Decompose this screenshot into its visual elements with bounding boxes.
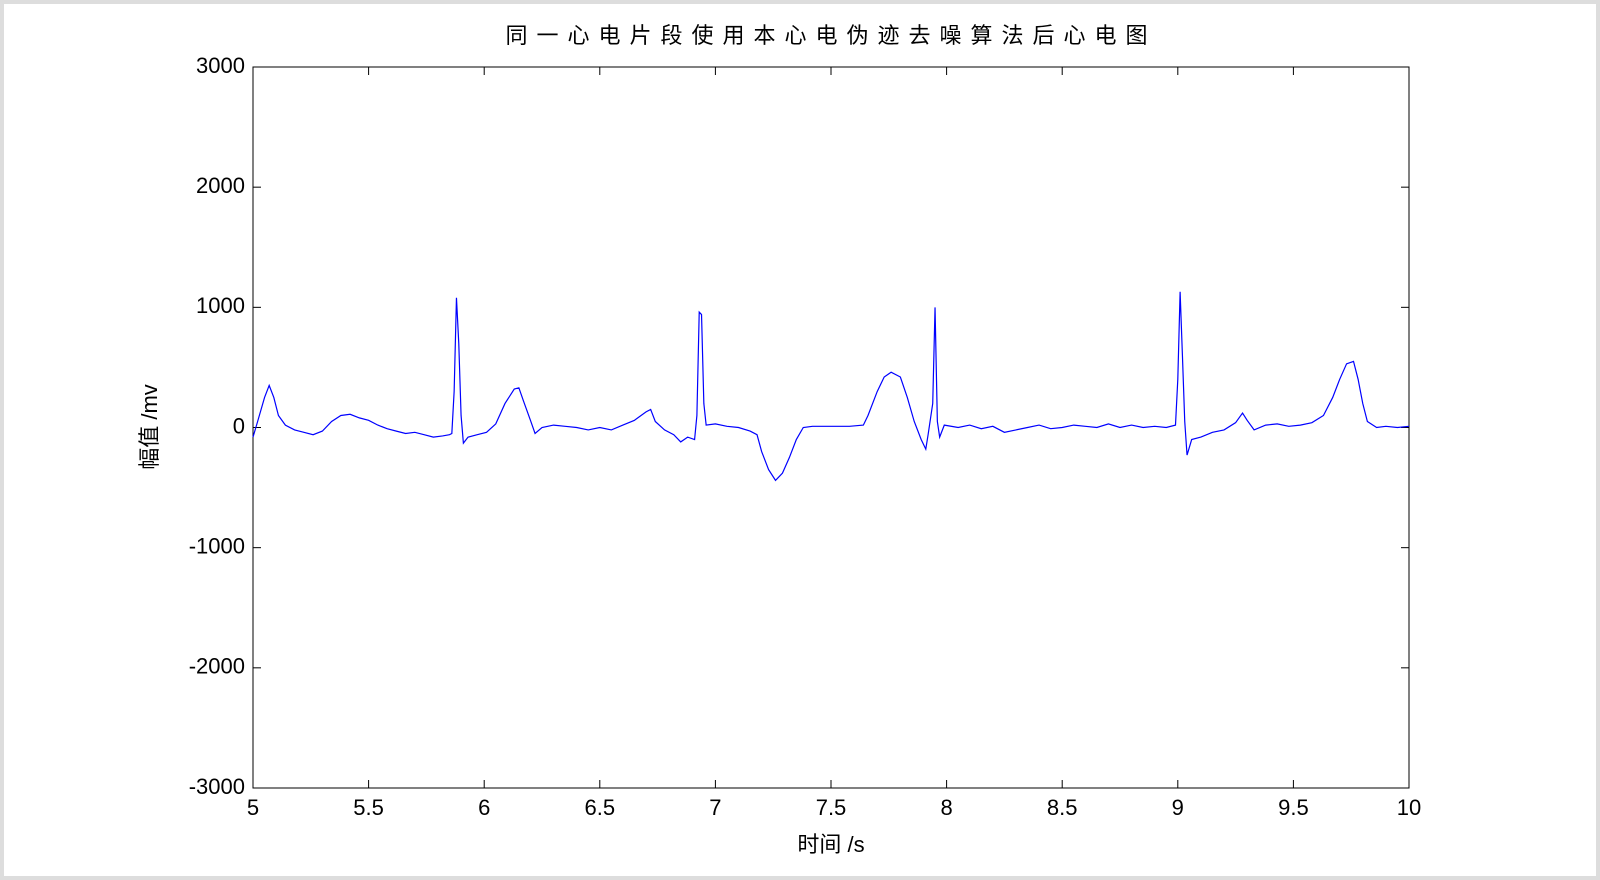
x-axis-label: 时间 /s bbox=[797, 832, 864, 857]
y-tick-label: 2000 bbox=[196, 173, 245, 198]
x-tick-label: 6.5 bbox=[585, 795, 616, 820]
x-tick-label: 5 bbox=[247, 795, 259, 820]
x-tick-label: 9 bbox=[1172, 795, 1184, 820]
plot-area bbox=[252, 66, 1410, 789]
x-tick-label: 8 bbox=[940, 795, 952, 820]
ecg-line bbox=[252, 291, 1410, 482]
y-tick-label: -3000 bbox=[189, 774, 245, 799]
chart-title: 同一心电片段使用本心电伪迹去噪算法后心电图 bbox=[505, 23, 1156, 48]
x-tick-label: 8.5 bbox=[1047, 795, 1078, 820]
x-tick-label: 9.5 bbox=[1278, 795, 1309, 820]
x-tick-label: 7.5 bbox=[816, 795, 847, 820]
x-tick-label: 6 bbox=[478, 795, 490, 820]
x-tick-label: 10 bbox=[1397, 795, 1421, 820]
y-axis-label: 幅值 /mv bbox=[137, 384, 162, 470]
y-tick-label: 0 bbox=[233, 413, 245, 438]
y-tick-label: -1000 bbox=[189, 533, 245, 558]
y-tick-label: -2000 bbox=[189, 654, 245, 679]
y-tick-label: 1000 bbox=[196, 293, 245, 318]
x-tick-label: 7 bbox=[709, 795, 721, 820]
y-tick-label: 3000 bbox=[196, 53, 245, 78]
x-tick-label: 5.5 bbox=[353, 795, 384, 820]
